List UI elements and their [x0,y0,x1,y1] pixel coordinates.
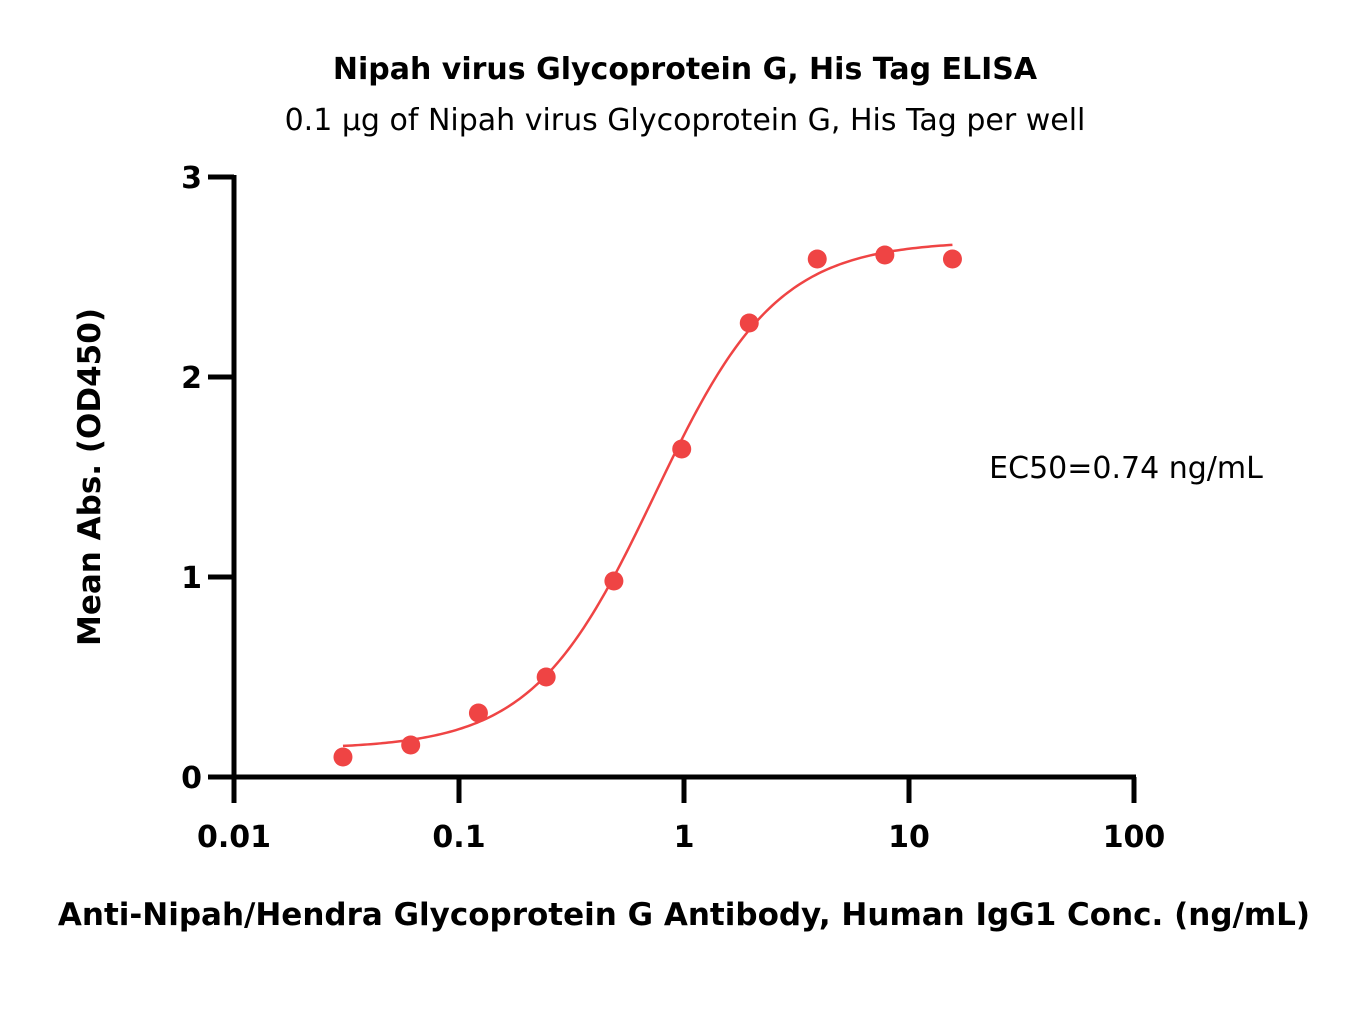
axes: 0 1 2 3 0.01 0.1 1 10 100 [181,161,1165,855]
chart-title: Nipah virus Glycoprotein G, His Tag ELIS… [333,52,1038,87]
x-tick-label: 100 [1103,820,1166,855]
fit-curve-layer [342,243,953,748]
fit-curve [342,243,953,748]
data-point [807,249,827,269]
y-tick-label: 0 [181,761,202,796]
data-point [604,571,624,591]
data-point [672,439,692,459]
x-tick-label: 0.1 [432,820,485,855]
data-point [468,703,488,723]
data-point [333,747,353,767]
x-tick-label: 0.01 [197,820,271,855]
chart-subtitle: 0.1 μg of Nipah virus Glycoprotein G, Hi… [285,103,1086,138]
x-axis-label: Anti-Nipah/Hendra Glycoprotein G Antibod… [58,897,1310,933]
y-axis-label: Mean Abs. (OD450) [72,308,108,646]
x-tick-label: 10 [888,820,930,855]
data-point [739,313,759,333]
ec50-annotation: EC50=0.74 ng/mL [989,451,1263,486]
data-points-layer [333,245,962,767]
data-point [875,245,895,265]
y-tick-label: 1 [181,561,202,596]
x-tick-label: 1 [674,820,695,855]
y-tick-label: 2 [181,361,202,396]
data-point [536,667,556,687]
data-point [401,735,421,755]
data-point [942,249,962,269]
y-tick-label: 3 [181,161,202,196]
